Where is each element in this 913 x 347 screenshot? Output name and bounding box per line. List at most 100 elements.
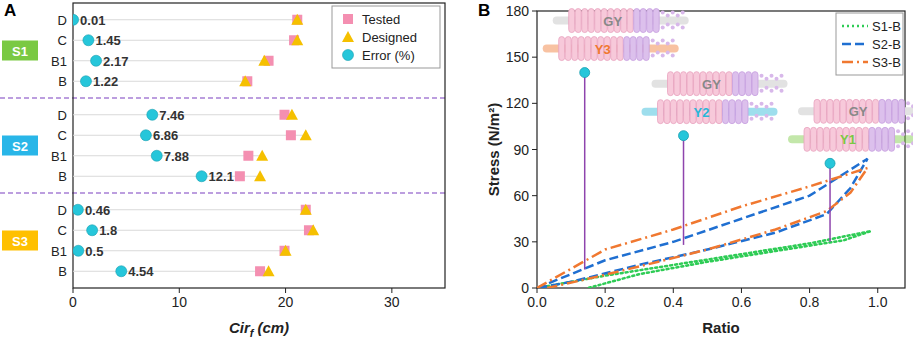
coil [899, 99, 905, 123]
bead [765, 77, 769, 81]
circle-marker [83, 35, 94, 46]
group-separator [0, 192, 445, 193]
coil [653, 9, 659, 33]
bead [911, 113, 913, 117]
bead [906, 129, 910, 133]
coil [742, 100, 748, 124]
circle-marker [80, 76, 91, 87]
bead [765, 114, 769, 118]
coil [814, 99, 820, 123]
spring-illustration: GY [553, 9, 689, 33]
bead [651, 54, 655, 58]
bead [671, 26, 675, 30]
data-label: 1.8 [99, 223, 117, 238]
triangle-marker [280, 245, 292, 256]
annotation-point [580, 68, 590, 78]
bead [780, 89, 784, 93]
y-tick [532, 241, 537, 242]
legend-line [842, 25, 868, 28]
bead [681, 26, 685, 30]
guide-line [73, 250, 286, 251]
circle-marker [140, 130, 151, 141]
coil [578, 37, 584, 61]
x-tick-label: 10 [171, 294, 187, 310]
y-tick-label: 30 [513, 234, 529, 250]
group-name: S1 [12, 44, 28, 59]
coil [710, 100, 716, 124]
spring-label: Y2 [694, 105, 710, 120]
bead [676, 14, 680, 18]
x-tick [605, 288, 606, 293]
legend-label: Tested [362, 12, 400, 27]
group-label: S3 [2, 231, 38, 251]
plot-frame [73, 3, 445, 288]
panel-label: A [4, 1, 16, 20]
category-label: D [58, 203, 67, 218]
x-tick [741, 288, 742, 293]
annotation-line [683, 136, 685, 245]
y-tick [532, 195, 537, 196]
legend-label: S3-B [872, 55, 901, 70]
spring-label: GY [603, 14, 622, 29]
coil [658, 100, 664, 124]
category-label: C [58, 223, 67, 238]
coil [824, 127, 830, 151]
bead [681, 11, 685, 15]
group-separator [0, 97, 445, 98]
x-tick [537, 288, 538, 293]
coil [569, 9, 575, 33]
coil [585, 37, 591, 61]
y-tick [532, 149, 537, 150]
coil [572, 37, 578, 61]
bead [661, 39, 665, 43]
coil [647, 9, 653, 33]
data-label: 0.01 [80, 13, 105, 28]
coil [687, 72, 693, 96]
data-label: 0.46 [85, 203, 110, 218]
bead [661, 11, 665, 15]
bead [661, 54, 665, 58]
group-label: S2 [2, 136, 38, 156]
x-label-unit: (cm) [257, 319, 289, 336]
triangle-marker [300, 129, 312, 140]
y-tick [532, 57, 537, 58]
triangle-marker [286, 109, 298, 120]
coil [882, 127, 888, 151]
category-label: C [58, 128, 67, 143]
x-tick-label: 0.0 [527, 294, 547, 310]
spring-illustration: GY [798, 99, 913, 123]
group-box [2, 136, 38, 156]
coil [664, 100, 670, 124]
bead [671, 54, 675, 58]
coil [643, 37, 649, 61]
legend-box [332, 6, 440, 68]
bead [656, 42, 660, 46]
coil [634, 9, 640, 33]
category-label: D [58, 108, 67, 123]
y-tick-label: 60 [513, 188, 529, 204]
bead [661, 26, 665, 30]
bead [911, 104, 913, 108]
coil [733, 72, 739, 96]
coil [876, 127, 882, 151]
bead [755, 114, 759, 118]
coil [668, 72, 674, 96]
data-label: 2.17 [103, 54, 128, 69]
y-tick [532, 103, 537, 104]
figure: AS1S2S3DCB1BDCB1BDCB1B0102030Cirf(cm)0.0… [0, 0, 913, 347]
coil [736, 100, 742, 124]
circle-marker [151, 150, 162, 161]
bead [760, 102, 764, 106]
bead [906, 144, 910, 148]
bead [676, 23, 680, 27]
bead [780, 74, 784, 78]
x-tick-label: 0.4 [664, 294, 684, 310]
rod-tint: Y3 [543, 37, 679, 61]
category-label: B1 [51, 54, 67, 69]
bead [760, 89, 764, 93]
coil [886, 99, 892, 123]
spring-illustration: Y3 [543, 37, 679, 61]
bead [666, 23, 670, 27]
panel-label: B [478, 1, 490, 20]
coil [674, 72, 680, 96]
